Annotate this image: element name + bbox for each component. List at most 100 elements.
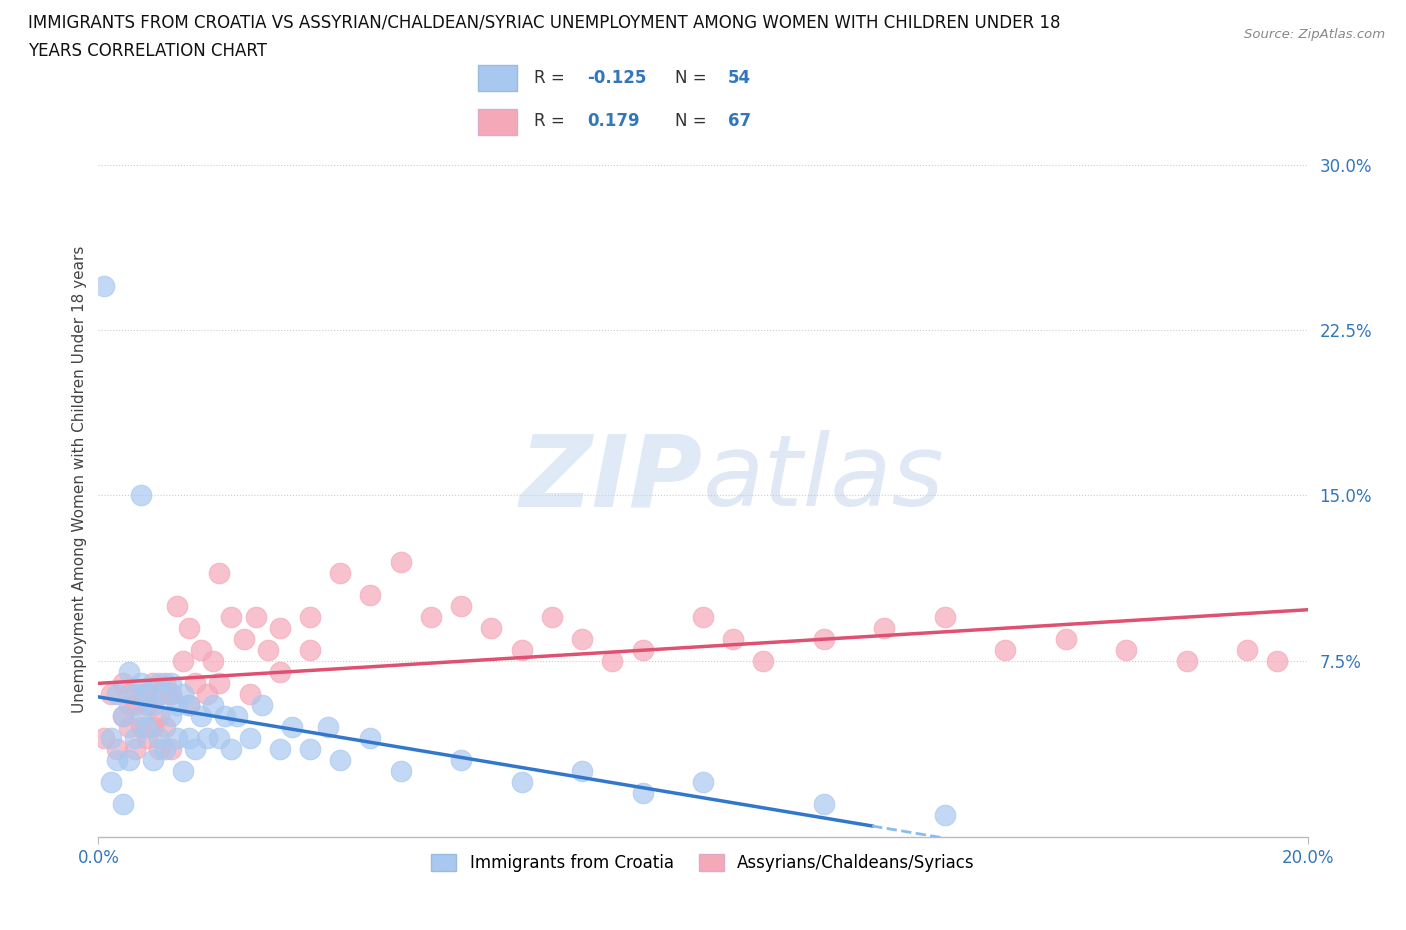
Text: ZIP: ZIP (520, 431, 703, 527)
Point (142, 720, 165, 735)
Text: R =: R = (534, 113, 575, 130)
Point (111, 709, 134, 724)
Point (692, 609, 714, 624)
Point (124, 741, 146, 756)
Point (129, 720, 152, 735)
Point (129, 675, 152, 690)
Text: N =: N = (675, 69, 711, 86)
Point (226, 709, 249, 724)
Text: N =: N = (675, 113, 711, 130)
Point (571, 631, 593, 646)
Point (118, 752, 141, 767)
Point (602, 653, 624, 668)
Point (129, 709, 152, 724)
Point (221, 741, 243, 756)
Text: -0.125: -0.125 (588, 69, 647, 86)
Point (118, 698, 141, 712)
Point (153, 741, 176, 756)
Point (160, 686, 183, 701)
Point (135, 698, 157, 712)
Point (153, 686, 176, 701)
Point (93, 730, 115, 745)
Legend: Immigrants from Croatia, Assyrians/Chaldeans/Syriacs: Immigrants from Croatia, Assyrians/Chald… (425, 847, 981, 879)
Point (105, 752, 128, 767)
Point (190, 709, 212, 724)
Point (100, 730, 122, 745)
Point (316, 720, 339, 735)
Point (631, 643, 654, 658)
Point (118, 664, 141, 679)
Point (148, 675, 170, 690)
Point (571, 764, 593, 778)
Point (934, 807, 956, 822)
Point (208, 565, 231, 580)
Point (813, 631, 835, 646)
Point (232, 631, 254, 646)
Text: 54: 54 (728, 69, 751, 86)
Point (208, 730, 231, 745)
Text: 0.179: 0.179 (588, 113, 640, 130)
Point (135, 730, 157, 745)
Text: R =: R = (534, 69, 571, 86)
Point (329, 752, 352, 767)
Point (281, 720, 304, 735)
Point (450, 598, 472, 613)
Point (752, 653, 775, 668)
Point (105, 686, 128, 701)
Point (142, 698, 165, 712)
Point (299, 643, 322, 658)
Point (179, 620, 201, 635)
Point (1054, 631, 1077, 646)
Point (256, 643, 278, 658)
Point (1175, 653, 1198, 668)
Point (148, 709, 170, 724)
Point (111, 796, 134, 811)
Point (245, 609, 267, 624)
Point (124, 686, 146, 701)
Point (100, 775, 122, 790)
Point (269, 664, 291, 679)
Point (172, 686, 194, 701)
Point (510, 775, 533, 790)
Point (184, 675, 207, 690)
Point (148, 730, 170, 745)
Text: atlas: atlas (703, 431, 945, 527)
Point (510, 643, 533, 658)
Point (329, 565, 352, 580)
Point (179, 698, 201, 712)
Point (160, 709, 183, 724)
Point (299, 609, 322, 624)
Point (190, 643, 212, 658)
Point (166, 598, 188, 613)
Point (202, 698, 225, 712)
Point (269, 620, 291, 635)
Point (135, 686, 157, 701)
Point (250, 698, 273, 712)
Point (124, 730, 146, 745)
Point (934, 609, 956, 624)
Text: Source: ZipAtlas.com: Source: ZipAtlas.com (1244, 28, 1385, 41)
Point (195, 730, 218, 745)
Point (450, 752, 472, 767)
Point (360, 587, 382, 602)
Point (1267, 653, 1289, 668)
Point (166, 730, 188, 745)
Point (179, 730, 201, 745)
Point (299, 741, 322, 756)
Point (153, 675, 176, 690)
Point (360, 730, 382, 745)
Point (813, 796, 835, 811)
Point (481, 620, 503, 635)
Point (105, 741, 128, 756)
Point (540, 609, 562, 624)
Point (631, 786, 654, 801)
Point (135, 720, 157, 735)
Point (184, 741, 207, 756)
Point (202, 653, 225, 668)
Point (239, 730, 262, 745)
Point (100, 686, 122, 701)
Point (723, 631, 745, 646)
Point (1236, 643, 1258, 658)
Point (692, 775, 714, 790)
Point (124, 698, 146, 712)
